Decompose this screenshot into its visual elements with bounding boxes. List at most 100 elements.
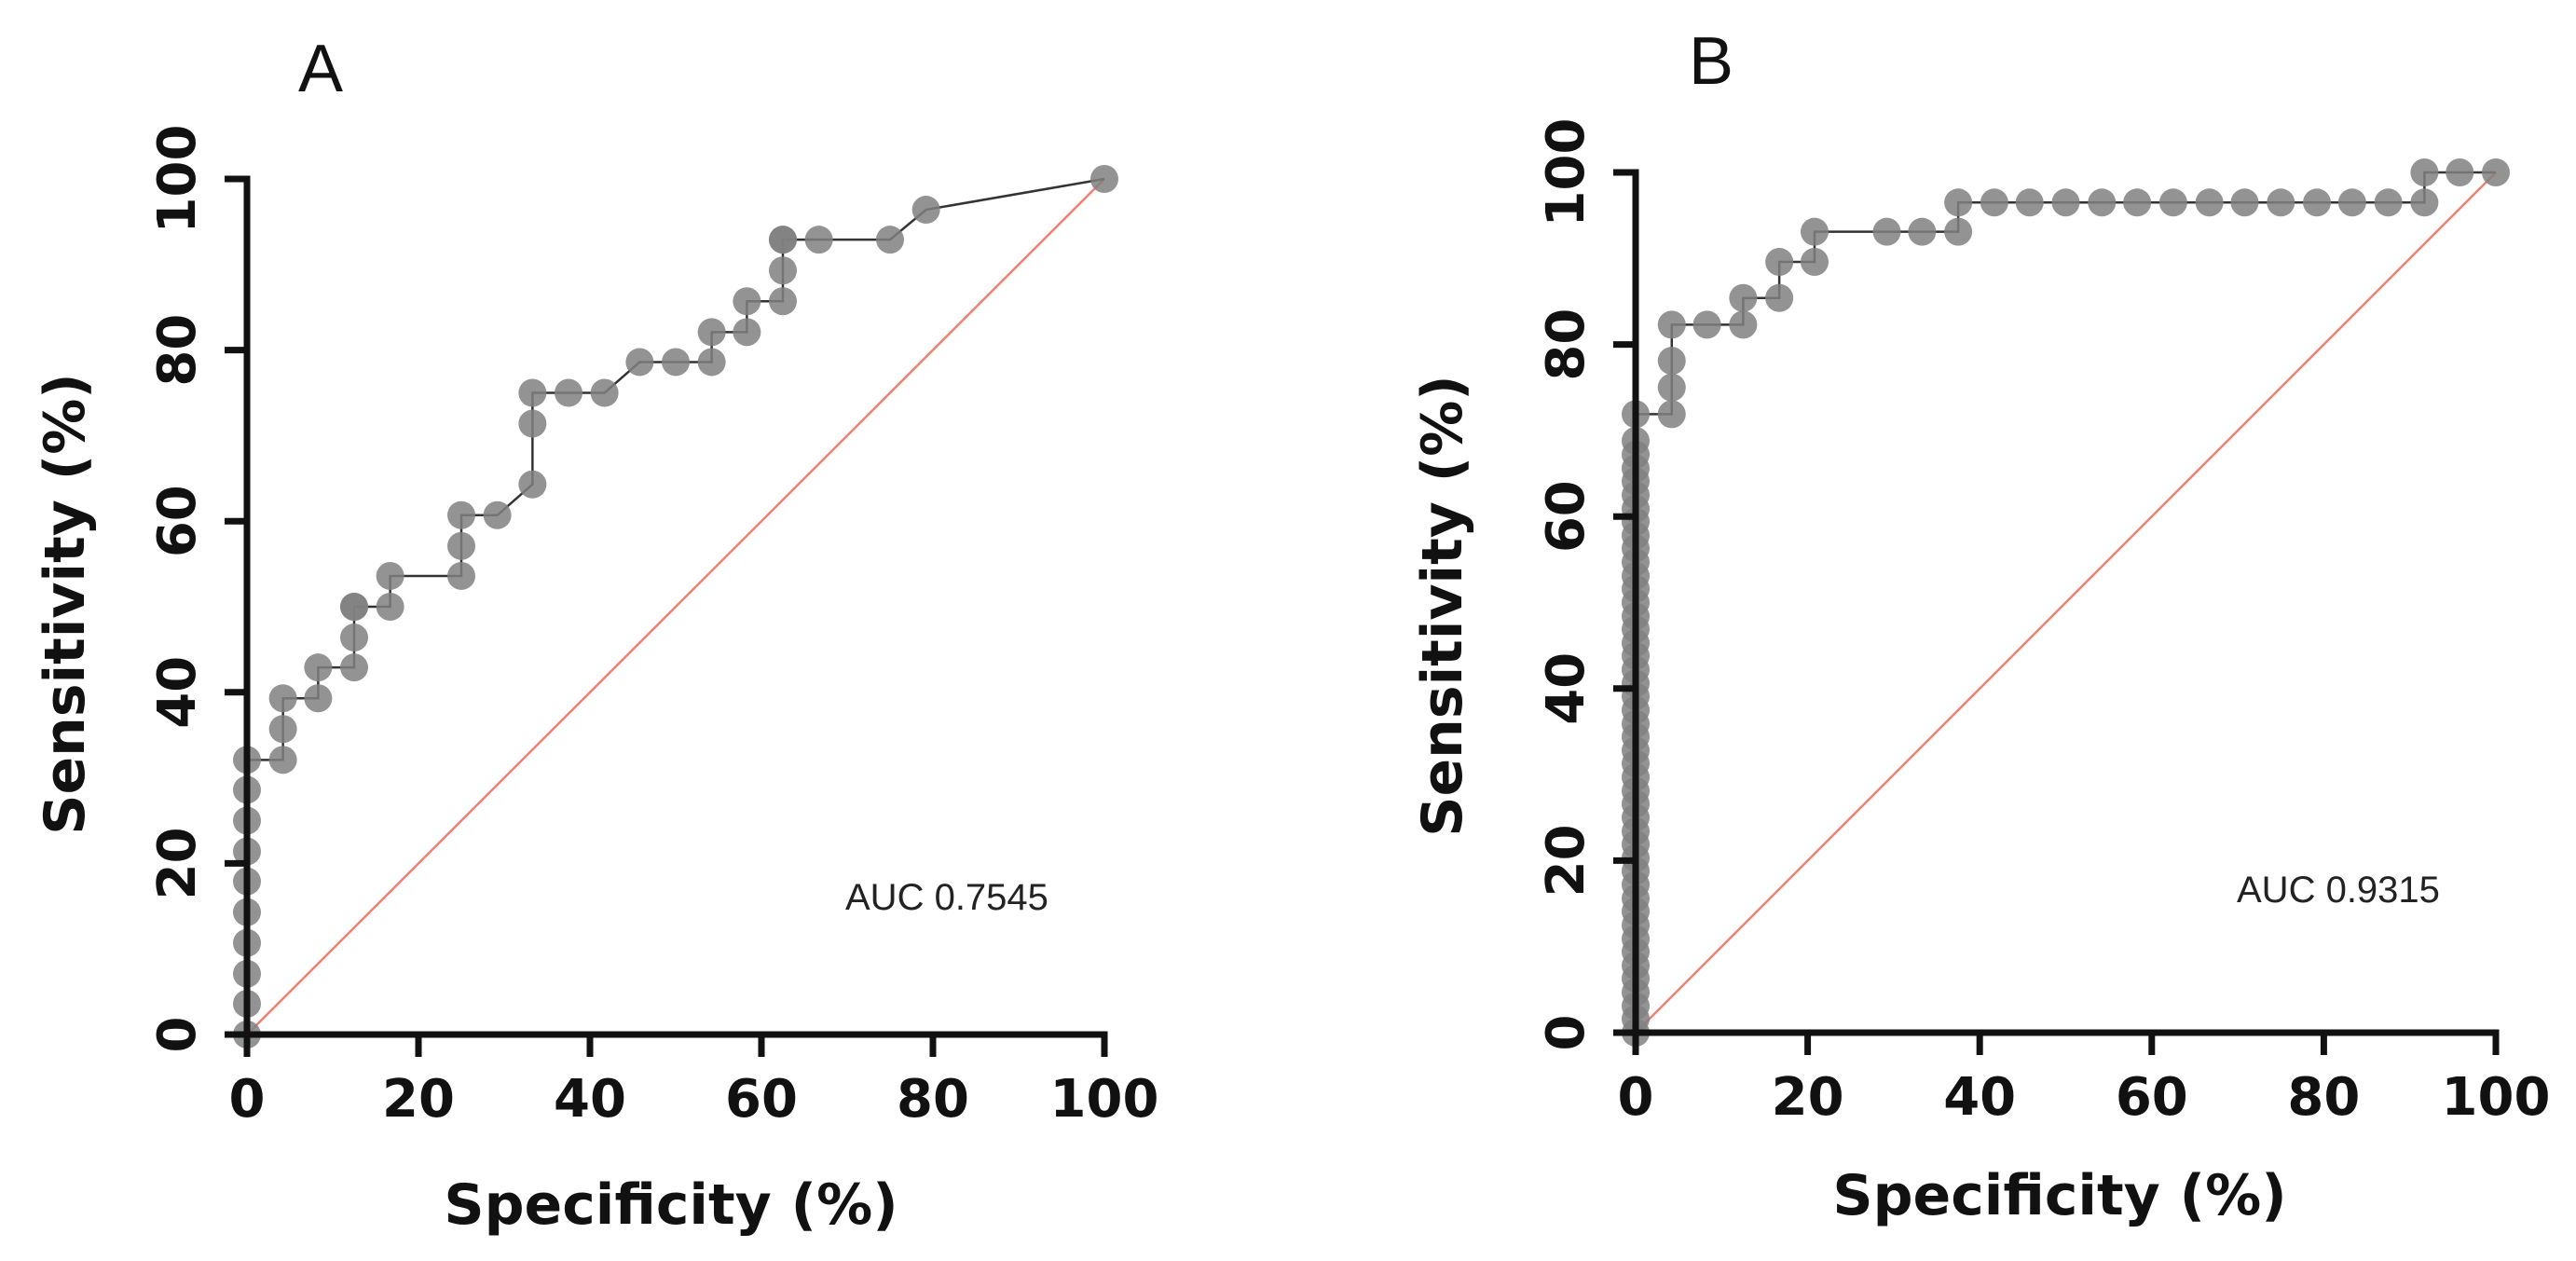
panel-a-roc-point	[268, 684, 297, 713]
panel-a-roc-point	[518, 378, 547, 407]
panel-a-roc-point	[769, 256, 797, 285]
panel-b: B 0 20 40 60 80 100 0 20 40 60 80 100 Specificity …	[1410, 24, 2550, 1228]
panel-a-roc-point	[268, 715, 297, 744]
panel-a: A 0 20 40 60 80 100 0 20 40 60 80 100 Specificity …	[33, 32, 1158, 1238]
panel-a-roc-point	[376, 593, 404, 621]
panel-a-x-tick-label: 0	[229, 1069, 266, 1130]
panel-a-y-tick-label: 80	[147, 314, 208, 387]
panel-a-roc-point	[483, 500, 512, 529]
panel-b-x-tick-label: 20	[1772, 1067, 1844, 1128]
panel-b-x-axis-title: Specificity (%)	[1832, 1163, 2286, 1228]
panel-a-roc-point	[769, 226, 797, 254]
panel-b-roc-point	[1800, 247, 1829, 276]
panel-b-roc-point	[1765, 247, 1794, 276]
panel-b-roc-point	[1800, 217, 1829, 246]
panel-b-roc-point	[2374, 188, 2403, 217]
panel-b-roc-point	[2446, 158, 2474, 186]
panel-a-roc-point	[1090, 165, 1118, 193]
panel-b-roc-point	[2303, 188, 2332, 217]
panel-a-y-ticks: 0 20 40 60 80 100	[147, 125, 247, 1053]
panel-a-roc-point	[769, 287, 797, 316]
panel-b-y-tick-label: 0	[1536, 1015, 1596, 1051]
panel-a-roc-point	[697, 318, 726, 347]
panel-b-roc-point	[2195, 188, 2224, 217]
panel-b-roc-point	[1729, 310, 1758, 339]
panel-b-x-ticks: 0 20 40 60 80 100	[1618, 1033, 2551, 1128]
panel-a-roc-point	[733, 287, 761, 316]
panel-b-roc-point	[1657, 347, 1686, 376]
panel-b-roc-point	[2051, 188, 2080, 217]
panel-b-roc-point	[1872, 217, 1901, 246]
panel-a-y-tick-label: 100	[147, 125, 208, 234]
panel-a-roc-point	[447, 561, 475, 590]
panel-a-roc-point	[447, 531, 475, 560]
panel-a-roc-point	[555, 378, 582, 407]
panel-a-roc-point	[697, 348, 726, 377]
panel-a-y-tick-label: 60	[147, 485, 208, 557]
panel-b-roc-point	[1944, 217, 1973, 246]
panel-a-y-tick-label: 40	[147, 656, 208, 729]
panel-a-roc-point	[733, 318, 761, 347]
panel-b-y-tick-label: 80	[1536, 308, 1596, 381]
panel-b-x-tick-label: 0	[1618, 1067, 1654, 1128]
panel-a-auc-label: AUC 0.7545	[845, 877, 1048, 918]
panel-a-x-tick-label: 60	[725, 1069, 798, 1130]
panel-a-roc-point	[876, 226, 904, 254]
panel-a-roc-point	[518, 409, 547, 438]
panel-b-y-tick-label: 60	[1536, 480, 1596, 553]
panel-a-roc-point	[625, 348, 654, 377]
panel-b-roc-point	[1657, 310, 1686, 339]
panel-b-reference-line	[1635, 171, 2497, 1034]
panel-b-x-tick-label: 80	[2287, 1067, 2360, 1128]
panel-b-letter: B	[1689, 24, 1733, 99]
panel-b-auc-label: AUC 0.9315	[2237, 870, 2440, 911]
panel-a-roc-point	[340, 624, 368, 652]
panel-a-roc-point	[376, 561, 404, 590]
panel-b-roc-point	[2123, 188, 2152, 217]
panel-a-y-tick-label: 0	[147, 1017, 208, 1053]
panel-b-x-tick-label: 40	[1943, 1067, 2016, 1128]
panel-a-letter: A	[298, 32, 343, 106]
panel-b-points	[1622, 158, 2510, 1047]
panel-a-roc-point	[804, 226, 833, 254]
panel-b-y-ticks: 0 20 40 60 80 100	[1536, 118, 1636, 1051]
panel-a-roc-point	[590, 378, 619, 407]
panel-b-roc-point	[1765, 283, 1794, 312]
panel-b-roc-point	[2158, 188, 2187, 217]
panel-a-roc-point	[268, 746, 297, 774]
panel-a-reference-line	[246, 178, 1105, 1035]
panel-b-roc-point	[2230, 188, 2259, 217]
panel-a-y-axis-title: Sensitivity (%)	[33, 373, 98, 834]
panel-a-y-tick-label: 20	[147, 827, 208, 899]
panel-a-x-tick-label: 100	[1050, 1069, 1159, 1130]
panel-a-roc-point	[447, 500, 475, 529]
panel-b-roc-point	[1944, 188, 1973, 217]
panel-b-x-tick-label: 60	[2116, 1067, 2188, 1128]
panel-b-roc-point	[2267, 188, 2295, 217]
panel-b-roc-point	[1729, 283, 1758, 312]
panel-b-roc-point	[1980, 188, 2008, 217]
panel-b-roc-point	[2410, 188, 2439, 217]
panel-a-roc-point	[662, 348, 690, 377]
panel-a-roc-point	[304, 653, 333, 682]
panel-a-roc-point	[340, 653, 368, 682]
panel-b-roc-point	[2088, 188, 2117, 217]
panel-a-x-ticks: 0 20 40 60 80 100	[229, 1035, 1159, 1130]
panel-b-roc-point	[1657, 373, 1686, 402]
panel-b-roc-point	[1692, 310, 1721, 339]
panel-a-x-axis-title: Specificity (%)	[444, 1172, 897, 1238]
panel-b-roc-point	[2482, 158, 2510, 186]
panel-b-x-tick-label: 100	[2442, 1067, 2551, 1128]
panel-a-roc-point	[304, 684, 333, 713]
panel-b-y-tick-label: 100	[1536, 118, 1596, 227]
panel-b-y-tick-label: 40	[1536, 652, 1596, 725]
panel-b-roc-point	[2337, 188, 2366, 217]
panel-b-y-axis-title: Sensitivity (%)	[1410, 375, 1475, 836]
panel-b-roc-point	[1908, 217, 1937, 246]
panel-b-roc-point	[2410, 158, 2439, 186]
panel-b-roc-point	[2015, 188, 2044, 217]
panel-a-x-tick-label: 20	[382, 1069, 455, 1130]
panel-a-x-tick-label: 40	[554, 1069, 626, 1130]
panel-a-roc-point	[911, 196, 940, 225]
